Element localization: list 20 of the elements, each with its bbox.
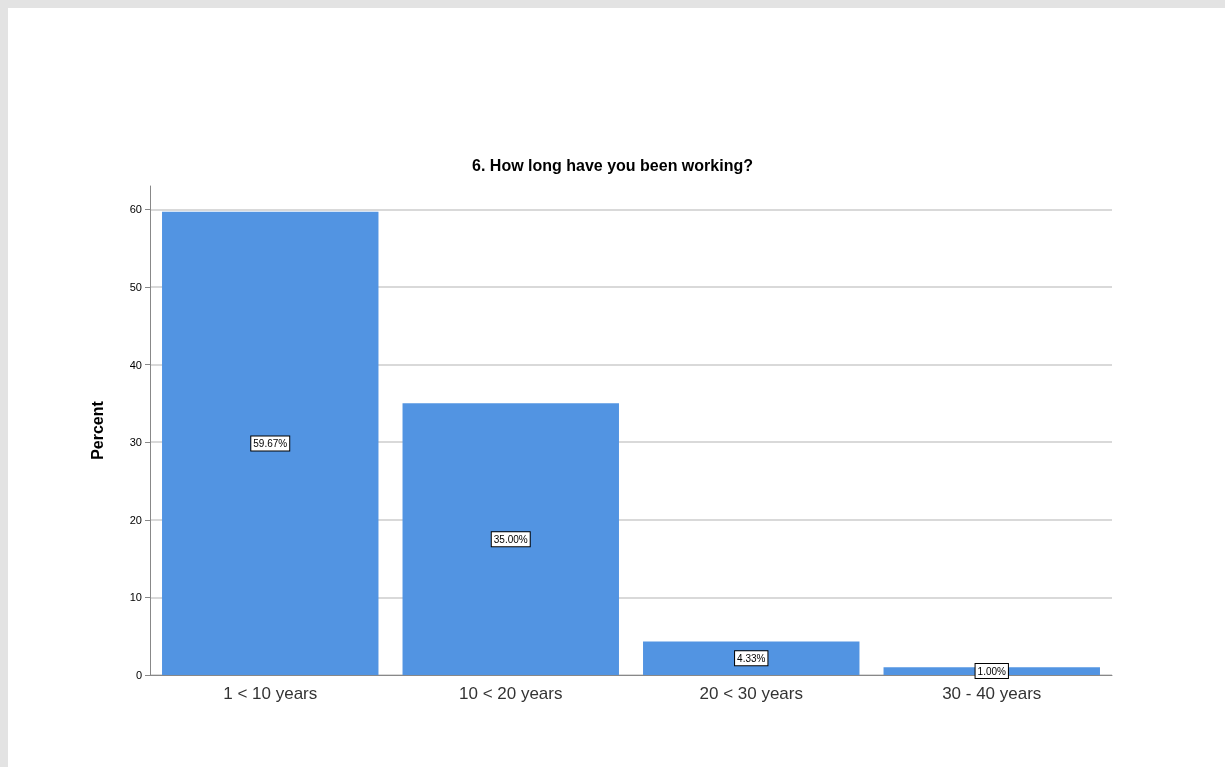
y-axis-title: Percent — [88, 400, 106, 460]
y-tick-label: 0 — [135, 669, 142, 681]
y-tick-label: 60 — [129, 203, 142, 216]
data-label: 4.33% — [737, 652, 766, 664]
x-tick-label: 30 - 40 years — [942, 684, 1042, 703]
y-tick-label: 50 — [129, 280, 142, 293]
x-tick-label: 10 < 20 years — [459, 684, 563, 703]
data-label: 1.00% — [977, 665, 1007, 677]
data-label: 59.67% — [253, 437, 288, 449]
bar — [402, 403, 619, 675]
y-tick-label: 30 — [129, 436, 142, 449]
x-tick-label: 1 < 10 years — [223, 684, 318, 703]
x-tick-label: 20 < 30 years — [699, 684, 803, 703]
chart-title: 6. How long have you been working? — [472, 156, 753, 174]
data-label: 35.00% — [493, 533, 528, 545]
y-tick-label: 10 — [129, 591, 142, 604]
bar — [643, 641, 860, 675]
y-tick-label: 40 — [129, 358, 142, 371]
y-tick-label: 20 — [129, 513, 142, 526]
bar — [162, 211, 379, 675]
